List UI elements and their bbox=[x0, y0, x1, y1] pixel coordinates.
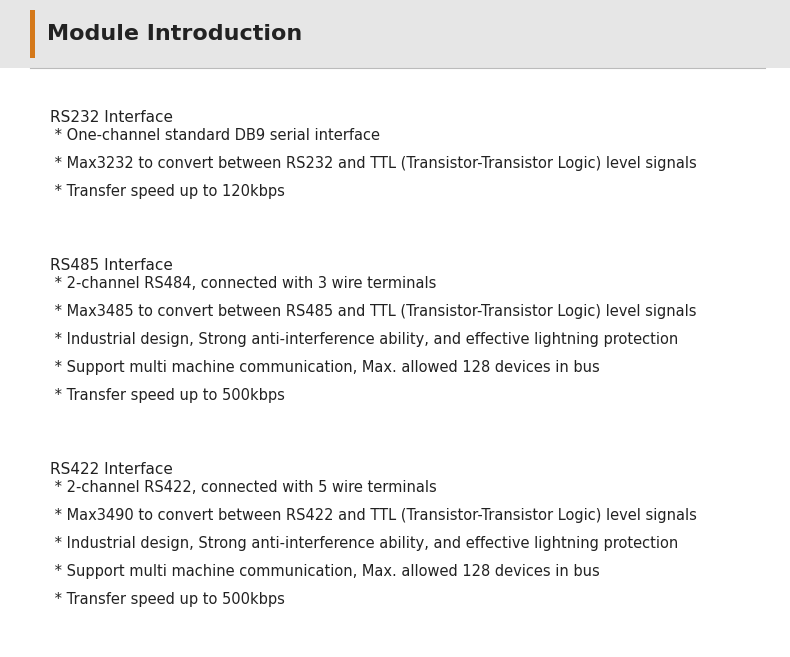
Text: * 2-channel RS422, connected with 5 wire terminals: * 2-channel RS422, connected with 5 wire… bbox=[50, 480, 437, 495]
Bar bbox=[0, 0, 790, 68]
Text: * Transfer speed up to 120kbps: * Transfer speed up to 120kbps bbox=[50, 184, 285, 199]
Text: * Max3485 to convert between RS485 and TTL (Transistor-Transistor Logic) level s: * Max3485 to convert between RS485 and T… bbox=[50, 304, 697, 319]
Bar bbox=[30, 10, 35, 58]
Text: * Industrial design, Strong anti-interference ability, and effective lightning p: * Industrial design, Strong anti-interfe… bbox=[50, 332, 679, 347]
Text: RS232 Interface: RS232 Interface bbox=[50, 110, 173, 125]
Text: * 2-channel RS484, connected with 3 wire terminals: * 2-channel RS484, connected with 3 wire… bbox=[50, 276, 436, 291]
Text: RS485 Interface: RS485 Interface bbox=[50, 258, 173, 273]
Text: * Support multi machine communication, Max. allowed 128 devices in bus: * Support multi machine communication, M… bbox=[50, 360, 600, 375]
Text: * One-channel standard DB9 serial interface: * One-channel standard DB9 serial interf… bbox=[50, 128, 380, 143]
Text: * Transfer speed up to 500kbps: * Transfer speed up to 500kbps bbox=[50, 388, 285, 403]
Text: * Max3490 to convert between RS422 and TTL (Transistor-Transistor Logic) level s: * Max3490 to convert between RS422 and T… bbox=[50, 508, 697, 523]
Text: RS422 Interface: RS422 Interface bbox=[50, 462, 173, 477]
Text: * Max3232 to convert between RS232 and TTL (Transistor-Transistor Logic) level s: * Max3232 to convert between RS232 and T… bbox=[50, 156, 697, 171]
Text: * Support multi machine communication, Max. allowed 128 devices in bus: * Support multi machine communication, M… bbox=[50, 564, 600, 579]
Text: * Transfer speed up to 500kbps: * Transfer speed up to 500kbps bbox=[50, 592, 285, 607]
Text: Module Introduction: Module Introduction bbox=[47, 24, 303, 44]
Text: * Industrial design, Strong anti-interference ability, and effective lightning p: * Industrial design, Strong anti-interfe… bbox=[50, 536, 679, 551]
